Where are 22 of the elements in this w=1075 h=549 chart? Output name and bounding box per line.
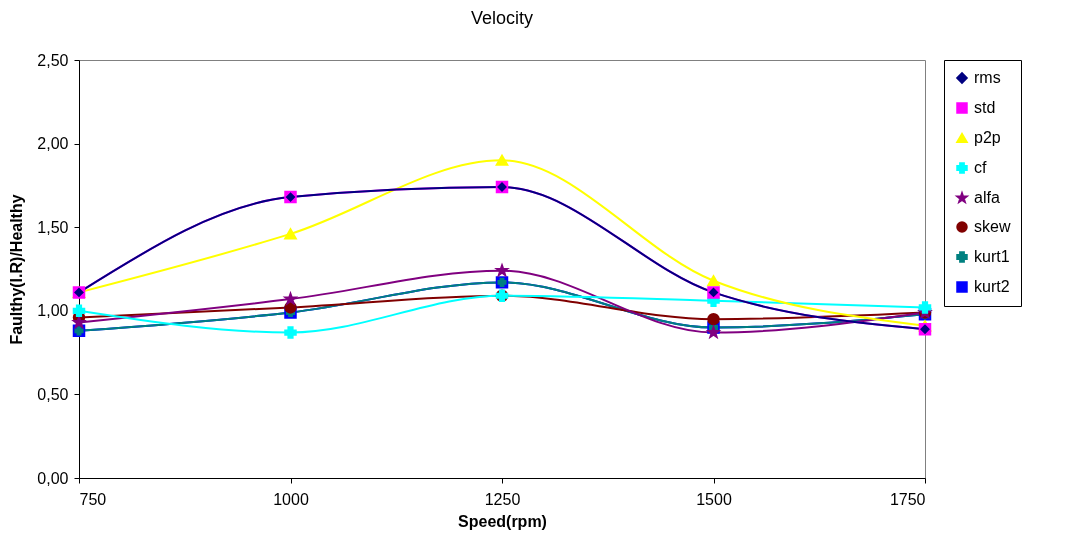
legend-label: std — [974, 99, 996, 116]
y-tick-label: 0,00 — [37, 469, 69, 487]
x-tick-label: 1000 — [273, 490, 309, 508]
legend-label: alfa — [974, 189, 1000, 206]
x-tick-label: 1250 — [484, 490, 521, 508]
legend-label: p2p — [974, 129, 1001, 146]
y-tick-label: 0,50 — [37, 385, 69, 403]
y-tick-label: 1,00 — [37, 302, 69, 320]
legend-label: cf — [974, 159, 987, 176]
x-tick-label: 1750 — [889, 490, 926, 508]
y-tick-label: 2,50 — [37, 51, 69, 69]
x-axis-title: Speed(rpm) — [458, 512, 547, 530]
legend-label: kurt1 — [974, 248, 1010, 265]
x-tick-label: 750 — [79, 490, 107, 508]
legend-label: rms — [974, 69, 1001, 86]
legend-label: skew — [974, 218, 1011, 235]
x-tick-label: 1500 — [696, 490, 732, 508]
legend-label: kurt2 — [974, 278, 1010, 295]
y-tick-label: 2,00 — [37, 135, 69, 153]
y-tick-label: 1,50 — [37, 218, 69, 236]
chart-title: Velocity — [470, 8, 534, 28]
y-axis-title: Faulthy(I.R)/Healthy — [8, 194, 26, 345]
